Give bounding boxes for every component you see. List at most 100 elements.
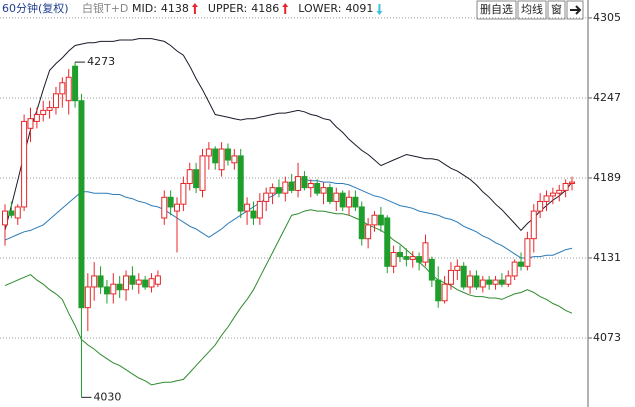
- candle-body: [135, 279, 142, 285]
- candle-body: [518, 261, 525, 267]
- toolbar-button[interactable]: 删自选: [476, 0, 517, 20]
- candle-body: [224, 148, 231, 161]
- candle-body: [21, 120, 28, 208]
- candle-body: [403, 256, 410, 260]
- candle-body: [371, 214, 378, 226]
- candle-body: [110, 283, 117, 295]
- candle-body: [65, 76, 72, 102]
- legend-value: 4186: [251, 2, 279, 15]
- candle-body: [435, 279, 442, 302]
- candle-body: [250, 210, 257, 219]
- candle-body: [123, 275, 130, 291]
- candle-body: [212, 148, 219, 164]
- button-frame: [547, 0, 566, 20]
- legend-name: UPPER:: [208, 2, 247, 15]
- candle-body: [161, 196, 168, 219]
- button-frame: [517, 0, 547, 20]
- y-tick-label: 4131: [593, 251, 621, 264]
- candle-body: [256, 200, 263, 219]
- candle-body: [40, 109, 47, 116]
- candle-body: [358, 206, 365, 240]
- candle-body: [301, 176, 308, 189]
- candle-body: [205, 148, 212, 157]
- legend-value: 4091: [345, 2, 373, 15]
- candle-body: [275, 187, 282, 194]
- candle-body: [460, 265, 467, 288]
- candle-body: [543, 195, 550, 202]
- candle-body: [116, 283, 123, 291]
- toolbar-button[interactable]: [566, 0, 584, 20]
- candle-body: [479, 279, 486, 288]
- candle-body: [307, 182, 314, 189]
- candle-body: [129, 275, 136, 285]
- candle-body: [84, 286, 91, 309]
- button-label: 删自选: [480, 3, 513, 16]
- band-line: [4, 209, 573, 386]
- y-tick-label: 4073: [593, 331, 621, 344]
- candle-body: [174, 203, 181, 212]
- candle-body: [454, 265, 461, 271]
- candle-body: [320, 187, 327, 194]
- candle-body: [549, 192, 556, 197]
- legend-arrow: [282, 3, 289, 14]
- candle-body: [52, 93, 59, 109]
- candle-body: [511, 261, 518, 277]
- legend-name: LOWER:: [298, 2, 341, 15]
- button-frame: [476, 0, 517, 20]
- candle-body: [422, 242, 429, 263]
- candle-body: [326, 187, 333, 202]
- y-tick-label: 4305: [593, 11, 621, 24]
- candle-body: [142, 279, 149, 288]
- candle-body: [556, 189, 563, 194]
- candle-body: [186, 169, 193, 184]
- candle-body: [97, 275, 104, 288]
- candle-body: [409, 256, 416, 260]
- candle-body: [339, 192, 346, 208]
- candle-body: [295, 176, 302, 191]
- candle-body: [352, 196, 359, 208]
- candle-body: [2, 210, 8, 226]
- candle-body: [416, 256, 423, 263]
- candle-body: [288, 181, 295, 191]
- candle-body: [537, 200, 544, 212]
- legend-arrow: [376, 4, 383, 15]
- candle-body: [237, 155, 244, 212]
- candle-body: [33, 114, 40, 122]
- button-label: 均线: [521, 2, 543, 16]
- chart-title: 60分钟(复权): [2, 1, 69, 15]
- candle-body: [428, 258, 435, 281]
- marker-label: 4273: [87, 55, 115, 68]
- candle-body: [91, 275, 98, 288]
- candle-body: [282, 181, 289, 194]
- candle-body: [390, 251, 397, 267]
- y-tick-label: 4247: [593, 91, 621, 104]
- candle-body: [365, 224, 372, 240]
- band-line: [4, 38, 573, 232]
- candle-body: [59, 82, 66, 95]
- candle-body: [199, 155, 206, 191]
- arrow-icon: [570, 5, 582, 15]
- candle-body: [498, 279, 505, 285]
- candle-body: [269, 187, 276, 194]
- candle-body: [505, 275, 512, 285]
- candle-body: [27, 118, 34, 129]
- candle-body: [154, 275, 161, 285]
- candle-body: [167, 196, 174, 208]
- candle-body: [441, 283, 448, 302]
- y-tick-label: 4189: [593, 171, 621, 184]
- candle-body: [530, 210, 537, 240]
- candle-body: [263, 192, 270, 202]
- candle-body: [346, 196, 353, 208]
- toolbar-button[interactable]: 窗: [547, 0, 566, 20]
- candle-body: [486, 279, 493, 285]
- candle-body: [562, 182, 569, 191]
- button-label: 窗: [551, 2, 562, 16]
- legend-value: 4138: [161, 2, 189, 15]
- toolbar-button[interactable]: 均线: [517, 0, 547, 20]
- candle-body: [193, 169, 200, 189]
- candle-body: [72, 65, 79, 102]
- legend-arrow: [191, 3, 198, 14]
- candle-body: [180, 182, 187, 205]
